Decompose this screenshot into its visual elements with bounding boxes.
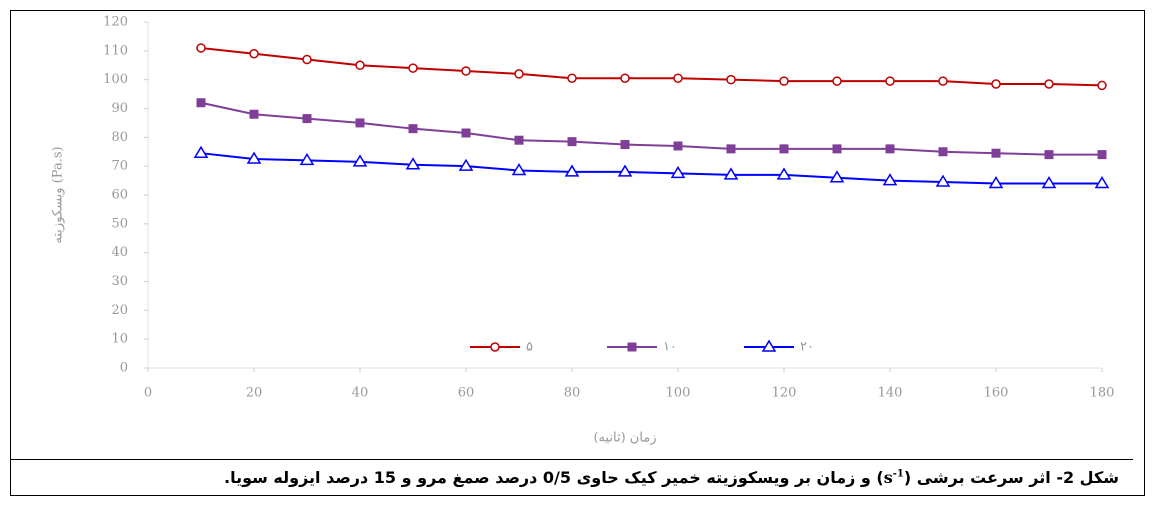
series-line (200, 101, 1102, 156)
marker (885, 76, 895, 86)
marker (299, 152, 315, 166)
marker (938, 76, 948, 86)
marker (246, 151, 262, 164)
y-tick-label: 60 (111, 188, 128, 203)
marker (779, 76, 789, 86)
marker (1041, 176, 1057, 189)
marker (991, 148, 1001, 158)
y-tick-label: 10 (111, 332, 128, 347)
marker (776, 167, 792, 180)
marker (1044, 150, 1054, 160)
marker (885, 144, 895, 154)
marker (196, 43, 206, 53)
y-tick-label: 50 (111, 216, 128, 231)
y-tick-label: 0 (120, 361, 128, 376)
x-tick-label: 180 (1090, 386, 1115, 401)
y-tick-label: 100 (103, 72, 128, 87)
marker (761, 339, 777, 352)
marker (1097, 80, 1107, 91)
marker (567, 73, 577, 83)
marker (461, 128, 471, 138)
marker (1094, 176, 1110, 189)
marker (620, 73, 630, 83)
y-tick-label: 90 (111, 101, 128, 116)
marker (991, 79, 1001, 89)
x-tick-label: 20 (246, 386, 263, 401)
x-tick-label: 100 (666, 386, 691, 401)
marker (829, 170, 845, 183)
caption-text: شکل 2- اثر سرعت برشی ( (903, 468, 1119, 487)
marker (988, 176, 1004, 189)
marker (564, 164, 580, 177)
y-tick-label: 110 (103, 43, 128, 58)
marker (726, 74, 736, 85)
marker (193, 145, 209, 158)
marker (458, 158, 474, 171)
marker (352, 154, 368, 167)
marker (461, 66, 471, 76)
y-tick-label: 70 (111, 159, 128, 174)
y-tick-label: 30 (111, 274, 128, 289)
legend-label: ۱۰ (663, 340, 677, 355)
marker (723, 167, 739, 180)
marker (490, 342, 500, 352)
marker (405, 157, 421, 170)
marker (249, 109, 259, 119)
y-tick-label: 80 (111, 130, 128, 145)
caption-unit-symbol: s (883, 468, 893, 487)
caption-unit: s-1 (884, 468, 904, 487)
marker (832, 76, 842, 86)
y-axis-label: ویسکوزیته (Pa.s) (51, 146, 66, 243)
marker (779, 144, 789, 154)
marker (1044, 79, 1054, 89)
x-tick-label: 120 (772, 386, 797, 401)
marker (673, 141, 683, 151)
caption-unit-exponent: -1 (892, 468, 904, 480)
marker (514, 69, 524, 79)
marker (408, 63, 418, 73)
marker (302, 114, 312, 124)
chart: زمان (ثانیه) ویسکوزیته (Pa.s) 0 10 20 30 40 5… (51, 15, 1115, 446)
marker (673, 73, 683, 83)
y-tick-label: 20 (111, 303, 128, 318)
series-line (200, 152, 1102, 185)
marker (355, 60, 365, 70)
x-tick-label: 80 (564, 386, 581, 401)
marker (617, 164, 633, 177)
marker (935, 174, 951, 187)
marker (302, 54, 312, 65)
x-tick-label: 160 (984, 386, 1009, 401)
x-tick-label: 140 (878, 386, 903, 401)
caption: شکل 2- اثر سرعت برشی (s-1) و زمان بر ویس… (11, 459, 1133, 495)
marker (1097, 150, 1107, 160)
x-axis-label: زمان (ثانیه) (593, 431, 656, 446)
marker (627, 342, 637, 352)
x-tick-label: 0 (144, 386, 152, 401)
figure-frame (10, 10, 1145, 496)
marker (832, 144, 842, 154)
marker (938, 147, 948, 157)
x-tick-label: 60 (458, 386, 475, 401)
marker (511, 163, 527, 176)
y-tick-label: 40 (111, 245, 128, 260)
legend-label: ۲۰ (800, 340, 814, 355)
caption-text: ) و زمان بر ویسکوزیته خمیر کیک حاوی 0/5 … (224, 468, 884, 487)
x-tick-label: 40 (352, 386, 369, 401)
marker (726, 144, 736, 154)
marker (567, 137, 577, 147)
marker (249, 48, 259, 59)
legend-label: ۵ (526, 340, 533, 355)
marker (670, 165, 686, 179)
marker (882, 173, 898, 186)
y-tick-label: 120 (103, 15, 128, 30)
marker (408, 124, 418, 134)
marker (514, 135, 524, 145)
marker (355, 118, 365, 128)
series-line (200, 46, 1103, 87)
marker (620, 140, 630, 150)
marker (196, 98, 206, 108)
